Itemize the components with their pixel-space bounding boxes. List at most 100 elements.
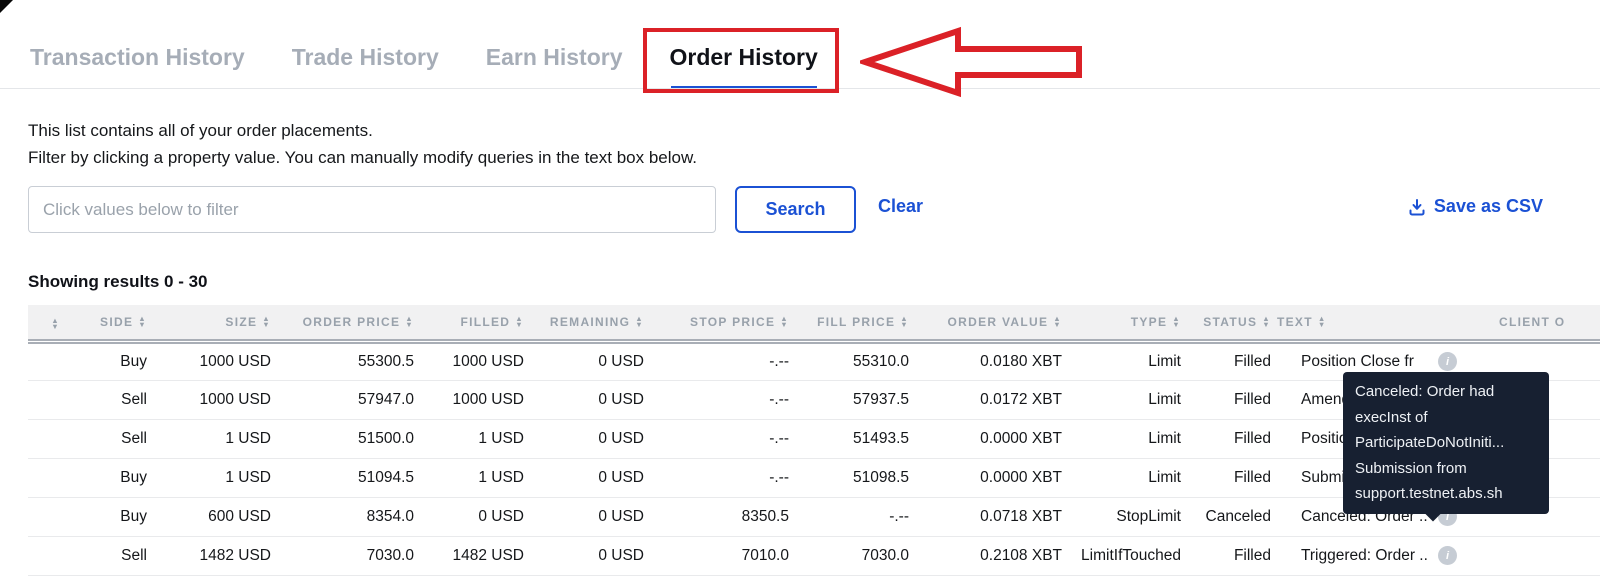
- cell-order-price[interactable]: 51094.5: [277, 458, 420, 498]
- cell-sort: [28, 419, 66, 459]
- cell-order-price[interactable]: 8354.0: [277, 497, 420, 537]
- cell-type[interactable]: Limit: [1068, 380, 1187, 420]
- cell-type[interactable]: Limit: [1068, 419, 1187, 459]
- cell-order-value[interactable]: 0.0180 XBT: [915, 341, 1068, 381]
- cell-remaining[interactable]: 0 USD: [530, 380, 650, 420]
- cell-stop-price[interactable]: -.--: [650, 380, 795, 420]
- cell-status[interactable]: Filled: [1187, 458, 1277, 498]
- cell-side[interactable]: Buy: [66, 458, 153, 498]
- cell-status[interactable]: Filled: [1187, 419, 1277, 459]
- order-text[interactable]: Submi: [1301, 468, 1345, 486]
- cell-order-price[interactable]: 55300.5: [277, 341, 420, 381]
- cell-fill-price[interactable]: 51098.5: [795, 458, 915, 498]
- column-header-blank[interactable]: ▲ ▼: [28, 305, 66, 344]
- sort-icon[interactable]: ▲ ▼: [1172, 313, 1181, 329]
- save-as-csv-link[interactable]: Save as CSV: [1408, 196, 1543, 217]
- column-header-order-price[interactable]: ORDER PRICE ▲ ▼: [277, 305, 420, 344]
- sort-icon[interactable]: ▲ ▼: [900, 313, 909, 329]
- cell-size[interactable]: 1000 USD: [153, 341, 277, 381]
- cell-side[interactable]: Sell: [66, 380, 153, 420]
- tooltip-line: ParticipateDoNotIniti...: [1355, 434, 1505, 451]
- tab-trade-history[interactable]: Trade History: [291, 44, 439, 70]
- clear-button[interactable]: Clear: [878, 196, 924, 216]
- cell-side[interactable]: Buy: [66, 341, 153, 381]
- cell-size[interactable]: 1 USD: [153, 419, 277, 459]
- cell-fill-price[interactable]: 7030.0: [795, 536, 915, 576]
- cell-remaining[interactable]: 0 USD: [530, 536, 650, 576]
- cell-stop-price[interactable]: -.--: [650, 341, 795, 381]
- cell-filled[interactable]: 1000 USD: [420, 341, 530, 381]
- sort-icon[interactable]: ▲ ▼: [635, 313, 644, 329]
- cell-status[interactable]: Filled: [1187, 341, 1277, 381]
- sort-icon[interactable]: ▲ ▼: [1262, 313, 1271, 329]
- cell-fill-price[interactable]: -.--: [795, 497, 915, 537]
- column-header-size[interactable]: SIZE ▲ ▼: [153, 305, 277, 344]
- info-icon[interactable]: i: [1438, 352, 1457, 371]
- cell-stop-price[interactable]: -.--: [650, 458, 795, 498]
- cell-stop-price[interactable]: -.--: [650, 419, 795, 459]
- cell-order-value[interactable]: 0.0000 XBT: [915, 458, 1068, 498]
- sort-icon[interactable]: ▲ ▼: [51, 316, 60, 332]
- cell-side[interactable]: Buy: [66, 497, 153, 537]
- cell-side[interactable]: Sell: [66, 536, 153, 576]
- cell-filled[interactable]: 1000 USD: [420, 380, 530, 420]
- cell-filled[interactable]: 1 USD: [420, 419, 530, 459]
- cell-side[interactable]: Sell: [66, 419, 153, 459]
- cell-stop-price[interactable]: 8350.5: [650, 497, 795, 537]
- cell-size[interactable]: 1 USD: [153, 458, 277, 498]
- cell-remaining[interactable]: 0 USD: [530, 458, 650, 498]
- order-text[interactable]: Amend: [1301, 390, 1351, 408]
- order-text[interactable]: Position Close fr: [1301, 352, 1414, 370]
- sort-icon[interactable]: ▲ ▼: [138, 313, 147, 329]
- cell-order-price[interactable]: 51500.0: [277, 419, 420, 459]
- cell-order-value[interactable]: 0.0718 XBT: [915, 497, 1068, 537]
- column-header-text[interactable]: TEXT ▲ ▼: [1277, 305, 1497, 344]
- cell-size[interactable]: 600 USD: [153, 497, 277, 537]
- cell-fill-price[interactable]: 51493.5: [795, 419, 915, 459]
- cell-order-price[interactable]: 7030.0: [277, 536, 420, 576]
- cell-type[interactable]: StopLimit: [1068, 497, 1187, 537]
- tab-earn-history[interactable]: Earn History: [485, 44, 623, 70]
- info-icon[interactable]: i: [1438, 546, 1457, 565]
- sort-icon[interactable]: ▲ ▼: [515, 313, 524, 329]
- cell-status[interactable]: Filled: [1187, 536, 1277, 576]
- cell-remaining[interactable]: 0 USD: [530, 341, 650, 381]
- column-header-status[interactable]: STATUS ▲ ▼: [1187, 305, 1277, 344]
- cell-filled[interactable]: 1482 USD: [420, 536, 530, 576]
- sort-icon[interactable]: ▲ ▼: [262, 313, 271, 329]
- cell-remaining[interactable]: 0 USD: [530, 419, 650, 459]
- cell-remaining[interactable]: 0 USD: [530, 497, 650, 537]
- column-header-remaining[interactable]: REMAINING ▲ ▼: [530, 305, 650, 344]
- cell-type[interactable]: LimitIfTouched: [1068, 536, 1187, 576]
- cell-type[interactable]: Limit: [1068, 458, 1187, 498]
- cell-order-value[interactable]: 0.2108 XBT: [915, 536, 1068, 576]
- column-header-fill-price[interactable]: FILL PRICE ▲ ▼: [795, 305, 915, 344]
- column-header-side[interactable]: SIDE ▲ ▼: [66, 305, 153, 344]
- cell-fill-price[interactable]: 57937.5: [795, 380, 915, 420]
- sort-icon[interactable]: ▲ ▼: [405, 313, 414, 329]
- cell-status[interactable]: Canceled: [1187, 497, 1277, 537]
- cell-order-price[interactable]: 57947.0: [277, 380, 420, 420]
- cell-type[interactable]: Limit: [1068, 341, 1187, 381]
- sort-icon[interactable]: ▲ ▼: [780, 313, 789, 329]
- cell-order-value[interactable]: 0.0000 XBT: [915, 419, 1068, 459]
- order-text[interactable]: Positio: [1301, 429, 1348, 447]
- column-header-type[interactable]: TYPE ▲ ▼: [1068, 305, 1187, 344]
- cell-size[interactable]: 1482 USD: [153, 536, 277, 576]
- filter-query-input[interactable]: [28, 186, 716, 233]
- cell-order-value[interactable]: 0.0172 XBT: [915, 380, 1068, 420]
- cell-filled[interactable]: 1 USD: [420, 458, 530, 498]
- order-text[interactable]: Triggered: Order ...: [1301, 546, 1429, 564]
- column-header-filled[interactable]: FILLED ▲ ▼: [420, 305, 530, 344]
- column-header-stop-price[interactable]: STOP PRICE ▲ ▼: [650, 305, 795, 344]
- tab-transaction-history[interactable]: Transaction History: [30, 44, 245, 70]
- column-header-order-value[interactable]: ORDER VALUE ▲ ▼: [915, 305, 1068, 344]
- sort-icon[interactable]: ▲ ▼: [1053, 313, 1062, 329]
- cell-filled[interactable]: 0 USD: [420, 497, 530, 537]
- sort-icon[interactable]: ▲ ▼: [1317, 313, 1327, 329]
- cell-stop-price[interactable]: 7010.0: [650, 536, 795, 576]
- cell-status[interactable]: Filled: [1187, 380, 1277, 420]
- search-button[interactable]: Search: [735, 186, 856, 233]
- cell-fill-price[interactable]: 55310.0: [795, 341, 915, 381]
- cell-size[interactable]: 1000 USD: [153, 380, 277, 420]
